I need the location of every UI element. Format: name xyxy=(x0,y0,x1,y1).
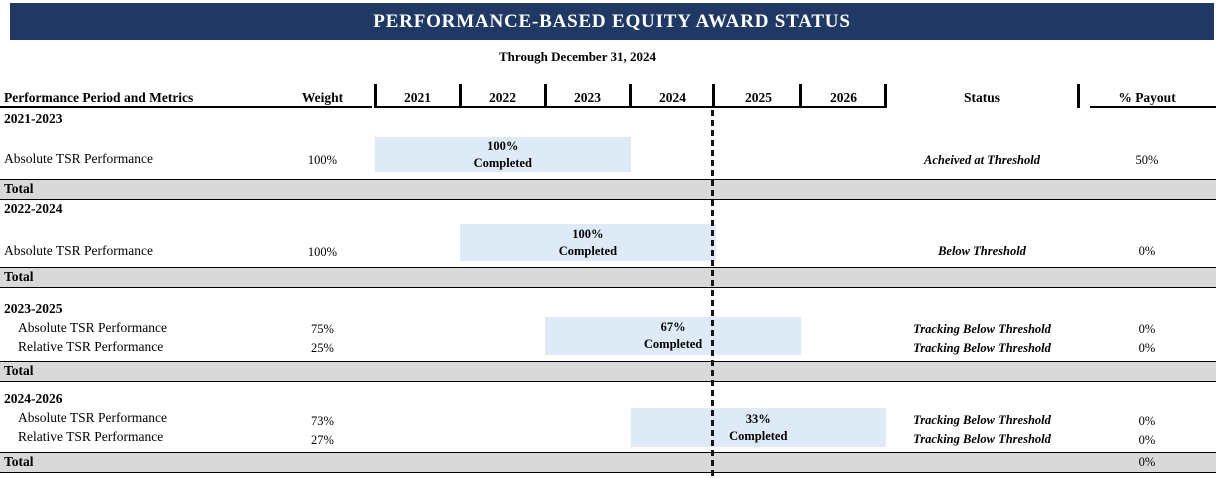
year-header-2022: 2022 xyxy=(489,90,516,105)
payout-value: 0% xyxy=(1138,322,1156,336)
weight-value: 73% xyxy=(311,414,334,428)
period-header: 2021-2023 xyxy=(4,111,63,126)
column-header-payout: % Payout xyxy=(1118,90,1176,105)
gantt-bar-2023-2025: 67% Completed xyxy=(545,317,801,355)
bar-completed-label: Completed xyxy=(558,243,618,258)
year-header-2023: 2023 xyxy=(574,90,601,105)
total-label: Total xyxy=(4,269,34,284)
total-row: Total xyxy=(0,361,1216,382)
metric-label: Relative TSR Performance xyxy=(18,339,164,354)
total-label: Total xyxy=(4,363,34,378)
bar-completed-label: Completed xyxy=(729,428,788,443)
weight-value: 75% xyxy=(311,322,334,336)
title-banner: PERFORMANCE-BASED EQUITY AWARD STATUS xyxy=(10,3,1214,40)
weight-value: 25% xyxy=(311,341,334,355)
page-title: PERFORMANCE-BASED EQUITY AWARD STATUS xyxy=(373,10,851,32)
total-label: Total xyxy=(4,454,34,469)
column-tick xyxy=(799,84,802,108)
column-tick xyxy=(884,84,887,108)
status-value: Acheived at Threshold xyxy=(924,153,1040,167)
payout-value: 0% xyxy=(1138,244,1156,258)
metric-label: Relative TSR Performance xyxy=(18,429,164,444)
column-header-weight: Weight xyxy=(301,90,344,105)
bar-percent-label: 100% xyxy=(487,138,519,153)
subtitle: Through December 31, 2024 xyxy=(499,49,656,64)
column-header-metrics: Performance Period and Metrics xyxy=(4,90,194,105)
payout-value: 0% xyxy=(1138,414,1156,428)
total-row: Total xyxy=(0,267,1216,288)
status-value: Tracking Below Threshold xyxy=(913,322,1051,336)
as-of-date-dashed-line xyxy=(711,110,714,478)
metric-label: Absolute TSR Performance xyxy=(18,410,167,425)
header-underline-payout xyxy=(1090,106,1216,108)
bar-percent-label: 33% xyxy=(745,411,771,426)
column-tick xyxy=(459,84,462,108)
column-tick xyxy=(712,84,715,108)
status-value: Tracking Below Threshold xyxy=(913,432,1051,446)
year-header-2026: 2026 xyxy=(830,90,857,105)
gantt-bar-2021-2023: 100% Completed xyxy=(375,137,631,172)
column-tick xyxy=(629,84,632,108)
bar-completed-label: Completed xyxy=(643,337,703,351)
weight-value: 100% xyxy=(307,245,338,259)
year-header-2021: 2021 xyxy=(404,90,431,105)
period-header: 2022-2024 xyxy=(4,201,63,216)
total-row: Total xyxy=(0,179,1216,200)
total-label: Total xyxy=(4,181,34,196)
bar-completed-label: Completed xyxy=(473,155,532,170)
column-tick xyxy=(544,84,547,108)
payout-value: 0% xyxy=(1138,433,1156,447)
bar-percent-label: 67% xyxy=(660,320,686,334)
period-header: 2024-2026 xyxy=(4,391,63,406)
payout-value: 0% xyxy=(1138,341,1156,355)
year-header-2024: 2024 xyxy=(659,90,686,105)
total-payout: 0% xyxy=(1138,455,1156,469)
metric-label: Absolute TSR Performance xyxy=(18,320,167,335)
period-header: 2023-2025 xyxy=(4,301,63,316)
header-underline-left xyxy=(0,106,372,108)
gantt-bar-2022-2024: 100% Completed xyxy=(460,224,716,261)
metric-label: Absolute TSR Performance xyxy=(4,151,153,166)
gantt-bar-2024-2026: 33% Completed xyxy=(630,408,886,447)
status-value: Below Threshold xyxy=(938,244,1026,258)
payout-value: 50% xyxy=(1135,153,1159,167)
weight-value: 27% xyxy=(311,433,334,447)
status-value: Tracking Below Threshold xyxy=(913,413,1051,427)
bar-percent-label: 100% xyxy=(572,226,604,241)
total-row: Total 0% xyxy=(0,452,1216,473)
year-header-2025: 2025 xyxy=(745,90,772,105)
column-tick xyxy=(374,84,377,108)
column-header-status: Status xyxy=(963,90,1000,105)
header-underline-years xyxy=(375,106,886,108)
weight-value: 100% xyxy=(307,153,338,167)
metric-label: Absolute TSR Performance xyxy=(4,243,153,258)
status-value: Tracking Below Threshold xyxy=(913,341,1051,355)
column-tick xyxy=(1077,84,1080,108)
